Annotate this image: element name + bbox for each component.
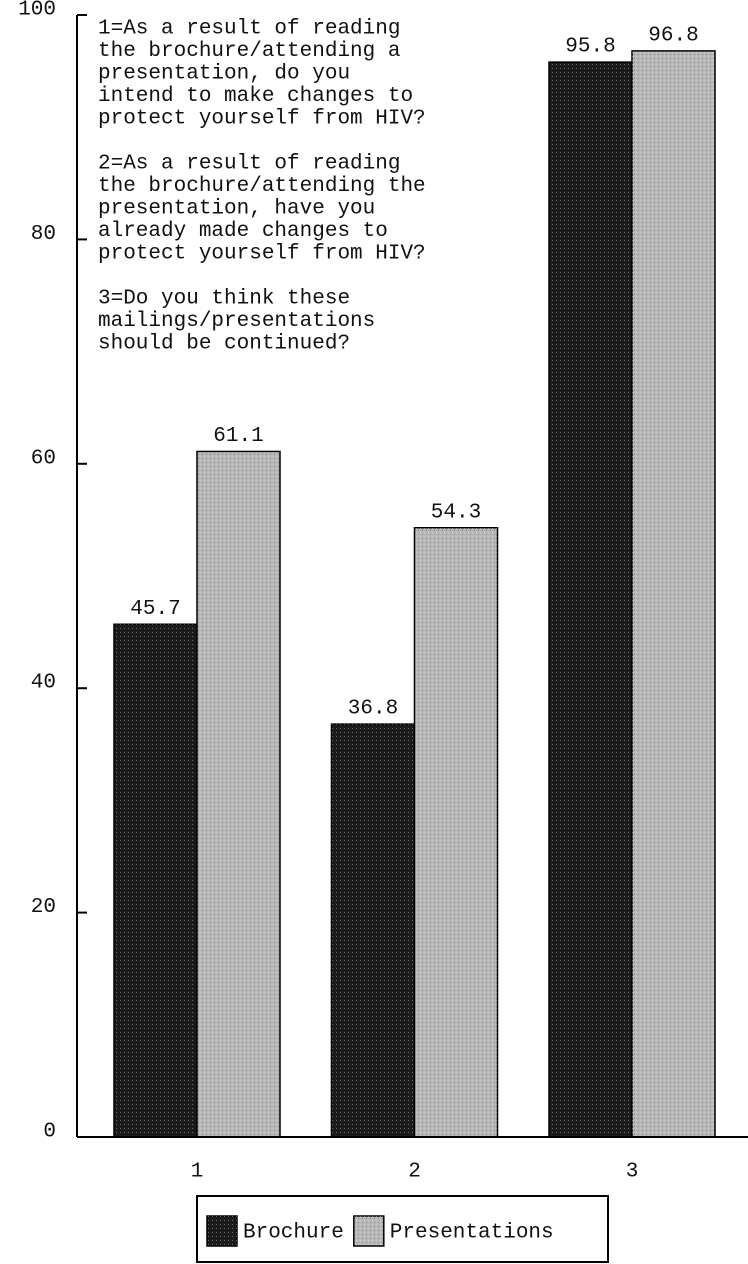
value-label: 95.8 [565,36,615,59]
annotation: presentation, do you [98,63,350,86]
y-tick-label: 100 [18,0,56,22]
y-tick-label: 20 [31,896,56,919]
value-label: 45.7 [130,598,180,621]
annotation: 2=As a result of reading [98,153,400,176]
y-tick-label: 60 [31,447,56,470]
annotation: 3=Do you think these [98,288,350,311]
value-label: 36.8 [348,698,398,721]
y-tick-label: 40 [31,672,56,695]
annotation: 1=As a result of reading [98,18,400,41]
annotation: protect yourself from HIV? [98,243,426,266]
x-tick-label: 3 [626,1161,639,1184]
legend-box [196,1195,609,1263]
x-tick-label: 1 [191,1161,204,1184]
bar-texture [632,50,715,1137]
value-label: 54.3 [431,501,481,524]
x-tick-label: 2 [408,1161,421,1184]
annotation: mailings/presentations [98,310,375,333]
value-label: 96.8 [648,24,698,47]
annotation: presentation, have you [98,198,375,221]
bar-texture [114,624,197,1137]
legend-label: Brochure [243,1222,344,1245]
bar-texture [414,527,498,1137]
value-label: 61.1 [213,425,263,448]
y-tick-label: 0 [43,1121,56,1144]
annotation: should be continued? [98,333,350,356]
y-tick-label: 80 [31,223,56,246]
legend-label: Presentations [390,1222,554,1245]
legend-texture [207,1216,237,1246]
bar-texture [331,724,415,1137]
annotation: protect yourself from HIV? [98,108,426,131]
annotation: the brochure/attending a [98,40,400,63]
bar-texture [549,62,632,1137]
legend-texture [353,1216,384,1246]
bar-texture [197,451,280,1137]
annotation: the brochure/attending the [98,175,426,198]
annotation: already made changes to [98,220,388,243]
annotation: intend to make changes to [98,85,413,108]
